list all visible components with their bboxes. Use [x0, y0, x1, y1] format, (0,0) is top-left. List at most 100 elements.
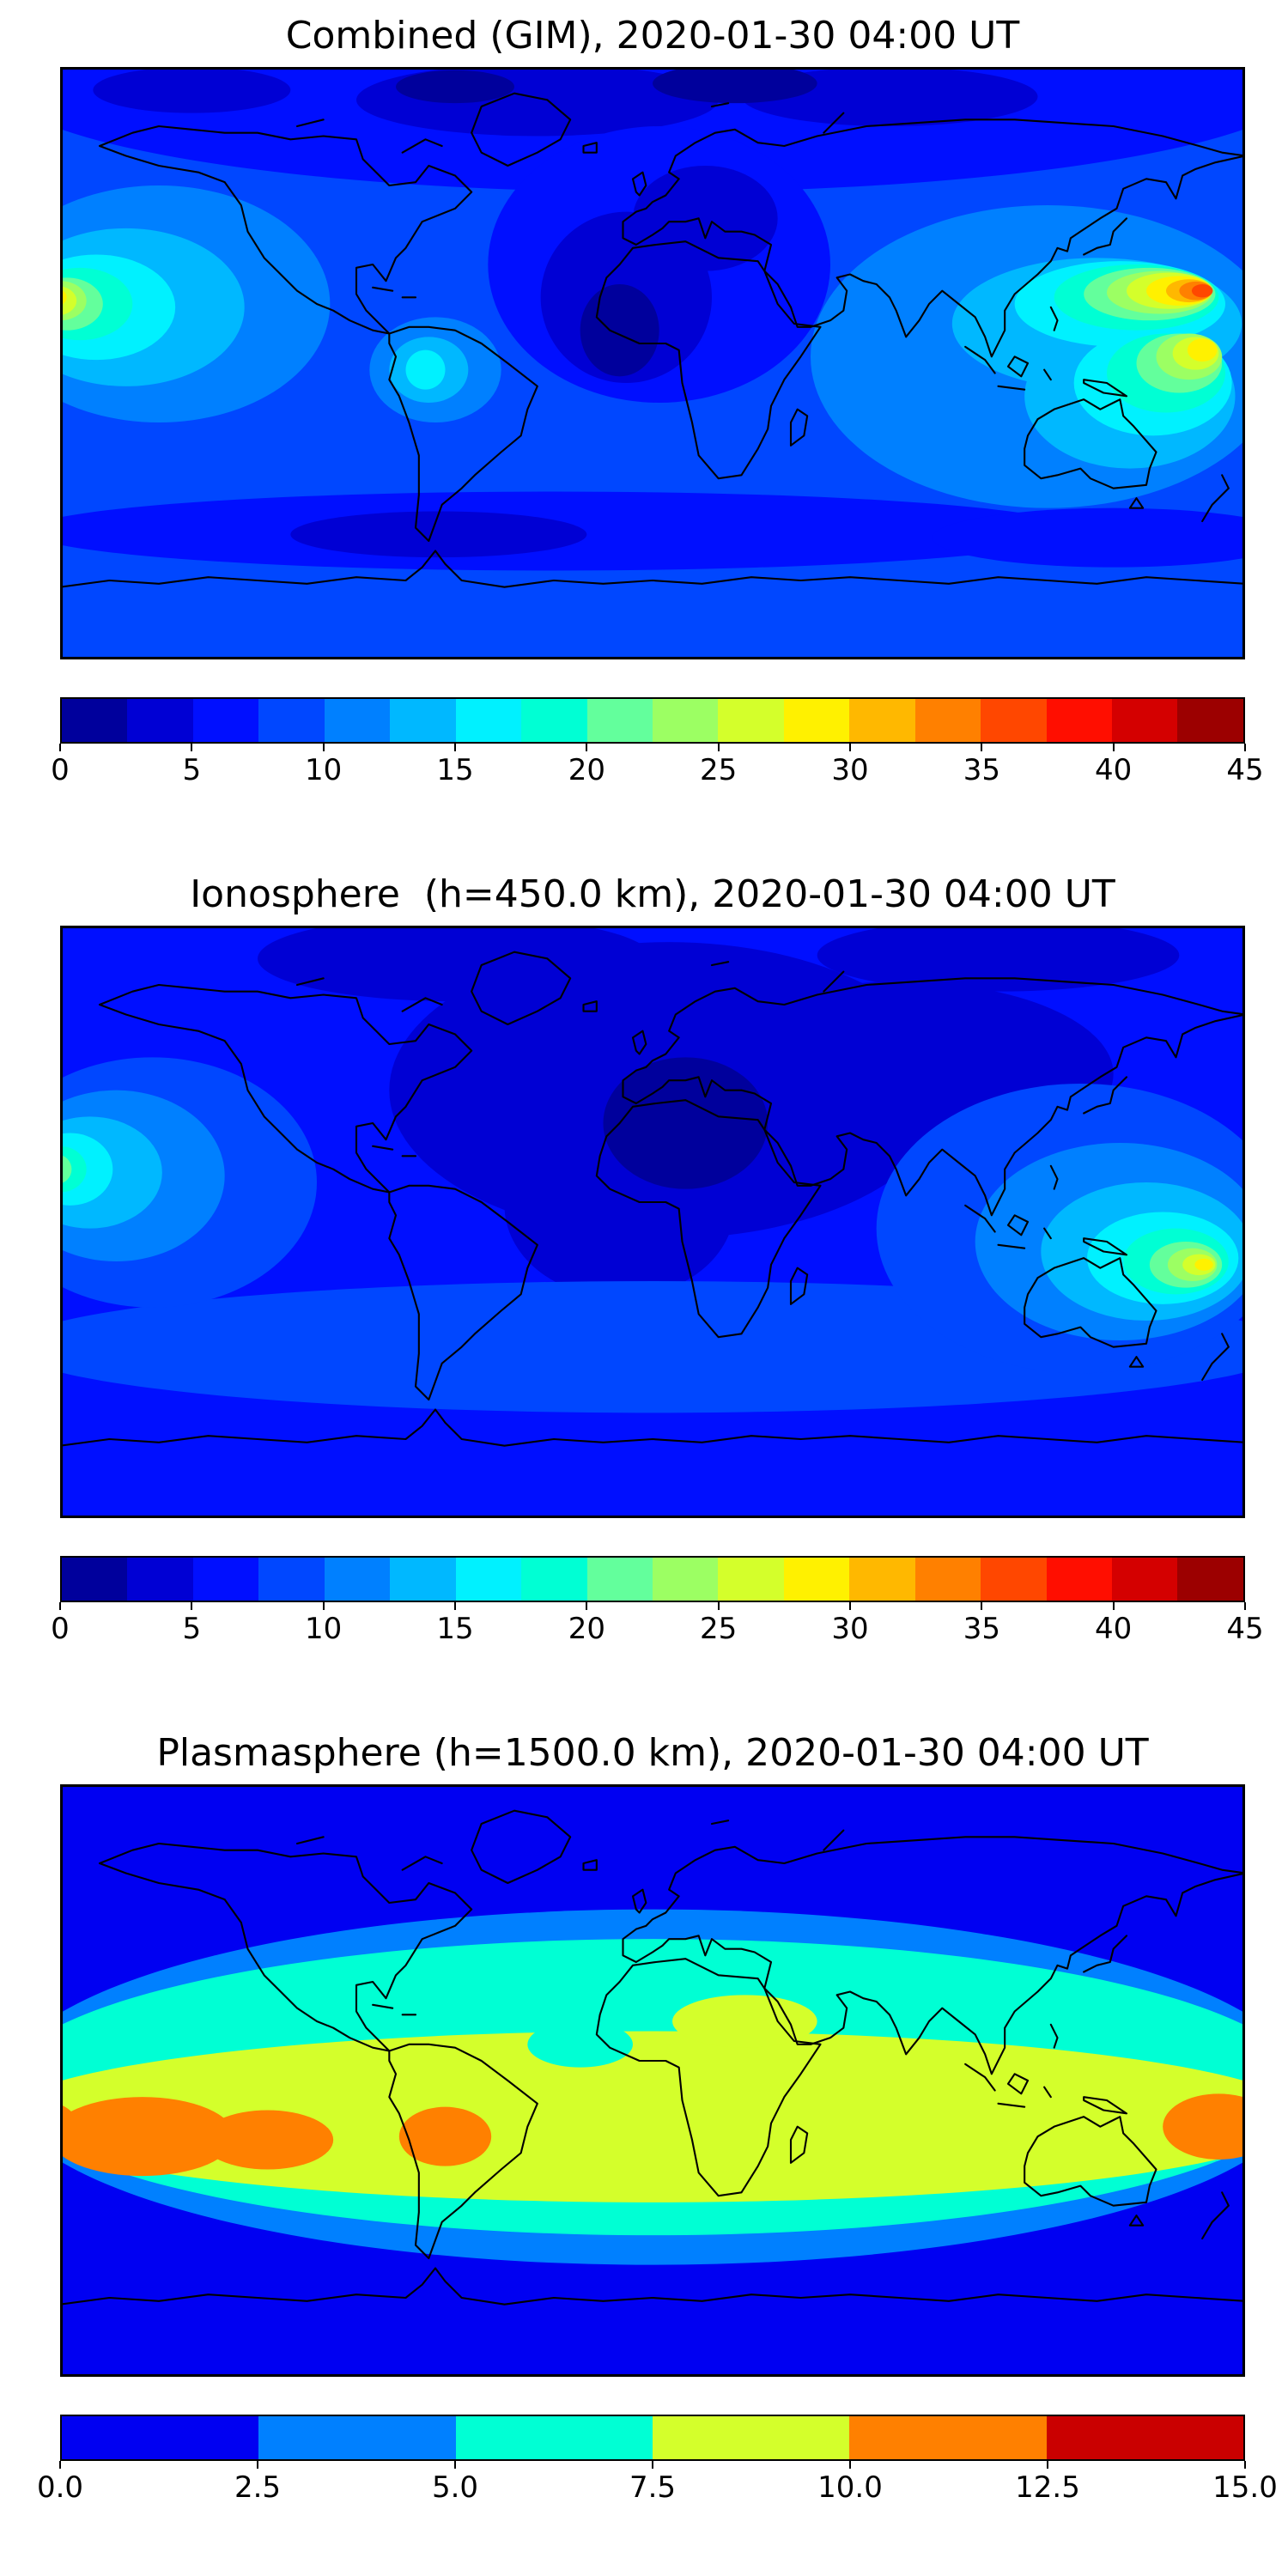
colorbar-tick-label: 20: [568, 1612, 605, 1646]
colorbar-tick-label: 0: [51, 753, 70, 787]
colorbar-tick-label: 25: [700, 1612, 738, 1646]
colorbar-tickmark: [1112, 744, 1115, 751]
colorbar-tickmark: [717, 1602, 720, 1610]
colorbar-tick-label: 15.0: [1212, 2470, 1278, 2505]
colorbar-segment: [62, 1558, 128, 1601]
panel-ionosphere: Ionosphere (h=450.0 km), 2020-01-30 04:0…: [0, 859, 1288, 1717]
panel-title-ionosphere: Ionosphere (h=450.0 km), 2020-01-30 04:0…: [190, 872, 1115, 916]
colorbar-segment: [586, 1558, 653, 1601]
map-plot-plasmasphere: [60, 1784, 1245, 2377]
world-map-plasmasphere: [60, 1784, 1245, 2377]
map-plot-combined: [60, 67, 1245, 659]
colorbar-tickmark: [454, 2461, 456, 2469]
colorbar-segment: [455, 1558, 522, 1601]
colorbar-tickmark: [849, 744, 851, 751]
colorbar-ticks-combined: 0 5 10 15 20 25 30 35 40 45: [51, 744, 1264, 793]
contour-fills: [60, 926, 1245, 1413]
colorbar-tick-label: 10: [305, 1612, 343, 1646]
colorbar-segment: [914, 1558, 981, 1601]
colorbar-ticks-ionosphere: 0 5 10 15 20 25 30 35 40 45: [51, 1602, 1264, 1652]
world-map-ionosphere: [60, 926, 1245, 1518]
colorbar-bar-plasmasphere: [60, 2415, 1245, 2461]
colorbar-tick-label: 35: [963, 1612, 1000, 1646]
colorbar-segment: [652, 1558, 719, 1601]
panel-title-combined: Combined (GIM), 2020-01-30 04:00 UT: [285, 14, 1020, 58]
colorbar-segment: [783, 699, 850, 742]
colorbar-tick-label: 7.5: [629, 2470, 677, 2505]
colorbar-tick-label: 30: [831, 753, 869, 787]
colorbar-tickmark: [257, 2461, 258, 2469]
colorbar-tick-label: 40: [1095, 1612, 1133, 1646]
colorbar-tick-label: 35: [963, 753, 1000, 787]
colorbar-segment: [783, 1558, 850, 1601]
colorbar-segment: [521, 699, 587, 742]
colorbar-segment: [455, 699, 522, 742]
colorbar-segment: [652, 699, 719, 742]
colorbar-segment: [849, 699, 915, 742]
colorbar-tick-label: 20: [568, 753, 605, 787]
colorbar-segment: [258, 699, 325, 742]
colorbar-tickmark: [322, 744, 325, 751]
panel-combined: Combined (GIM), 2020-01-30 04:00 UT: [0, 0, 1288, 859]
colorbar-segment: [1046, 1558, 1112, 1601]
colorbar-segment: [390, 1558, 456, 1601]
colorbar-bar-combined: [60, 697, 1245, 744]
colorbar-tick-label: 45: [1226, 1612, 1264, 1646]
colorbar-tick-label: 25: [700, 753, 738, 787]
colorbar-tick-label: 40: [1095, 753, 1133, 787]
colorbar-tickmark: [1244, 744, 1246, 751]
colorbar-tickmark: [981, 1602, 983, 1610]
panel-title-plasmasphere: Plasmasphere (h=1500.0 km), 2020-01-30 0…: [156, 1731, 1149, 1775]
colorbar-segment: [981, 1558, 1047, 1601]
colorbar-tick-label: 5.0: [431, 2470, 479, 2505]
colorbar-combined: 0 5 10 15 20 25 30 35 40 45: [51, 697, 1264, 793]
colorbar-tickmark: [849, 1602, 851, 1610]
panel-plasmasphere: Plasmasphere (h=1500.0 km), 2020-01-30 0…: [0, 1717, 1288, 2576]
colorbar-segment: [849, 1558, 915, 1601]
colorbar-tick-label: 30: [831, 1612, 869, 1646]
colorbar-segment: [652, 2416, 850, 2459]
colorbar-segment: [62, 2416, 259, 2459]
colorbar-segment: [192, 1558, 259, 1601]
colorbar-segment: [1177, 699, 1243, 742]
colorbar-segment: [849, 2416, 1047, 2459]
colorbar-segment: [1046, 2416, 1243, 2459]
colorbar-segment: [718, 1558, 784, 1601]
colorbar-segment: [521, 1558, 587, 1601]
colorbar-segment: [192, 699, 259, 742]
colorbar-segment: [1112, 1558, 1178, 1601]
colorbar-tickmark: [1244, 2461, 1246, 2469]
colorbar-segment: [1112, 699, 1178, 742]
colorbar-tick-label: 2.5: [234, 2470, 282, 2505]
colorbar-tickmark: [191, 744, 193, 751]
colorbar-tickmark: [454, 744, 456, 751]
colorbar-tick-label: 0: [51, 1612, 70, 1646]
colorbar-tickmark: [586, 744, 588, 751]
colorbar-tick-label: 45: [1226, 753, 1264, 787]
map-plot-ionosphere: [60, 926, 1245, 1518]
colorbar-tick-label: 5: [182, 1612, 202, 1646]
colorbar-segment: [390, 699, 456, 742]
colorbar-segment: [324, 1558, 391, 1601]
colorbar-ticks-plasmasphere: 0.0 2.5 5.0 7.5 10.0 12.5 15.0: [37, 2461, 1278, 2511]
colorbar-tickmark: [191, 1602, 193, 1610]
colorbar-segment: [127, 1558, 193, 1601]
map-frame: [60, 1784, 1245, 2377]
colorbar-tickmark: [1244, 1602, 1246, 1610]
colorbar-tick-label: 10.0: [817, 2470, 883, 2505]
colorbar-tickmark: [586, 1602, 588, 1610]
map-frame: [60, 67, 1245, 659]
colorbar-ionosphere: 0 5 10 15 20 25 30 35 40 45: [51, 1556, 1264, 1652]
contour-fills: [60, 67, 1245, 571]
colorbar-plasmasphere: 0.0 2.5 5.0 7.5 10.0 12.5 15.0: [37, 2415, 1278, 2511]
colorbar-segment: [1177, 1558, 1243, 1601]
colorbar-tickmark: [1047, 2461, 1048, 2469]
colorbar-segment: [324, 699, 391, 742]
colorbar-bar-ionosphere: [60, 1556, 1245, 1602]
colorbar-tick-label: 10: [305, 753, 343, 787]
map-frame: [60, 926, 1245, 1518]
colorbar-tickmark: [849, 2461, 851, 2469]
colorbar-segment: [258, 1558, 325, 1601]
colorbar-tick-label: 0.0: [36, 2470, 84, 2505]
